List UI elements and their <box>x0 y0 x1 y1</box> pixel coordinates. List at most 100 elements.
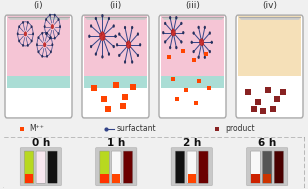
Circle shape <box>100 33 102 36</box>
Text: (i): (i) <box>34 1 43 10</box>
Circle shape <box>42 32 43 34</box>
Circle shape <box>124 60 126 64</box>
Circle shape <box>22 44 24 46</box>
FancyBboxPatch shape <box>236 15 303 118</box>
Circle shape <box>108 53 110 56</box>
Bar <box>251 174 260 183</box>
Circle shape <box>102 14 103 17</box>
Text: product: product <box>225 124 254 133</box>
Bar <box>48 174 57 183</box>
Circle shape <box>169 16 171 19</box>
Circle shape <box>131 26 133 29</box>
Circle shape <box>18 26 20 28</box>
Text: 6 h: 6 h <box>258 138 276 148</box>
Text: 2 h: 2 h <box>183 138 201 148</box>
Circle shape <box>118 33 120 36</box>
Circle shape <box>129 45 131 48</box>
Circle shape <box>46 32 48 34</box>
Circle shape <box>27 44 29 46</box>
Bar <box>275 174 283 183</box>
FancyBboxPatch shape <box>251 151 260 183</box>
Bar <box>112 174 120 183</box>
Circle shape <box>51 25 54 29</box>
Bar <box>238 76 301 88</box>
Circle shape <box>38 51 39 53</box>
FancyBboxPatch shape <box>247 148 288 186</box>
Bar <box>37 174 45 183</box>
FancyBboxPatch shape <box>187 151 197 183</box>
Circle shape <box>108 17 110 20</box>
Circle shape <box>124 26 126 29</box>
Text: surfactant: surfactant <box>117 124 157 133</box>
Bar <box>7 76 70 88</box>
FancyBboxPatch shape <box>100 151 109 183</box>
Circle shape <box>139 43 141 46</box>
Bar <box>84 88 147 115</box>
Circle shape <box>90 45 92 48</box>
Bar <box>199 174 208 183</box>
FancyBboxPatch shape <box>262 151 272 183</box>
Circle shape <box>90 25 92 27</box>
Circle shape <box>102 55 103 58</box>
Circle shape <box>209 50 211 53</box>
Circle shape <box>182 31 184 34</box>
Circle shape <box>162 31 164 34</box>
Circle shape <box>164 40 166 43</box>
FancyBboxPatch shape <box>111 151 121 183</box>
Bar <box>238 12 301 76</box>
Text: M⁺⁺: M⁺⁺ <box>29 124 44 133</box>
Circle shape <box>50 36 52 39</box>
Circle shape <box>58 33 59 35</box>
FancyBboxPatch shape <box>274 151 284 183</box>
FancyBboxPatch shape <box>82 15 149 118</box>
Circle shape <box>95 53 97 56</box>
FancyBboxPatch shape <box>199 151 208 183</box>
Circle shape <box>118 54 120 57</box>
Circle shape <box>88 35 90 38</box>
Circle shape <box>172 29 174 31</box>
Circle shape <box>54 37 55 39</box>
Bar <box>84 76 147 88</box>
Circle shape <box>43 43 46 47</box>
FancyBboxPatch shape <box>48 151 57 183</box>
Text: 0 h: 0 h <box>32 138 50 148</box>
FancyBboxPatch shape <box>2 137 305 189</box>
Circle shape <box>202 43 204 45</box>
Bar <box>7 88 70 115</box>
Circle shape <box>200 39 204 46</box>
Circle shape <box>59 25 61 28</box>
Circle shape <box>24 32 27 36</box>
Circle shape <box>38 36 39 39</box>
Circle shape <box>171 30 173 33</box>
Circle shape <box>193 50 195 53</box>
Bar <box>161 12 224 76</box>
Circle shape <box>169 46 171 49</box>
Circle shape <box>176 16 177 19</box>
Bar <box>161 88 224 115</box>
FancyBboxPatch shape <box>20 148 61 186</box>
Bar <box>263 174 271 183</box>
Bar <box>188 174 196 183</box>
Circle shape <box>126 42 128 45</box>
Circle shape <box>100 32 105 40</box>
Circle shape <box>103 37 105 40</box>
Circle shape <box>58 18 59 21</box>
Bar <box>176 174 184 183</box>
Bar <box>100 174 109 183</box>
Circle shape <box>113 45 115 48</box>
Circle shape <box>50 51 52 53</box>
Circle shape <box>174 33 175 36</box>
Circle shape <box>46 55 48 57</box>
Circle shape <box>201 39 202 41</box>
Circle shape <box>113 25 115 27</box>
Circle shape <box>18 40 20 42</box>
FancyBboxPatch shape <box>24 151 34 183</box>
FancyBboxPatch shape <box>171 148 212 186</box>
Bar <box>238 88 301 115</box>
Circle shape <box>128 41 129 43</box>
Bar <box>161 76 224 88</box>
Circle shape <box>31 26 32 28</box>
Circle shape <box>180 40 182 43</box>
Circle shape <box>171 29 175 36</box>
Text: (iii): (iii) <box>185 1 200 10</box>
